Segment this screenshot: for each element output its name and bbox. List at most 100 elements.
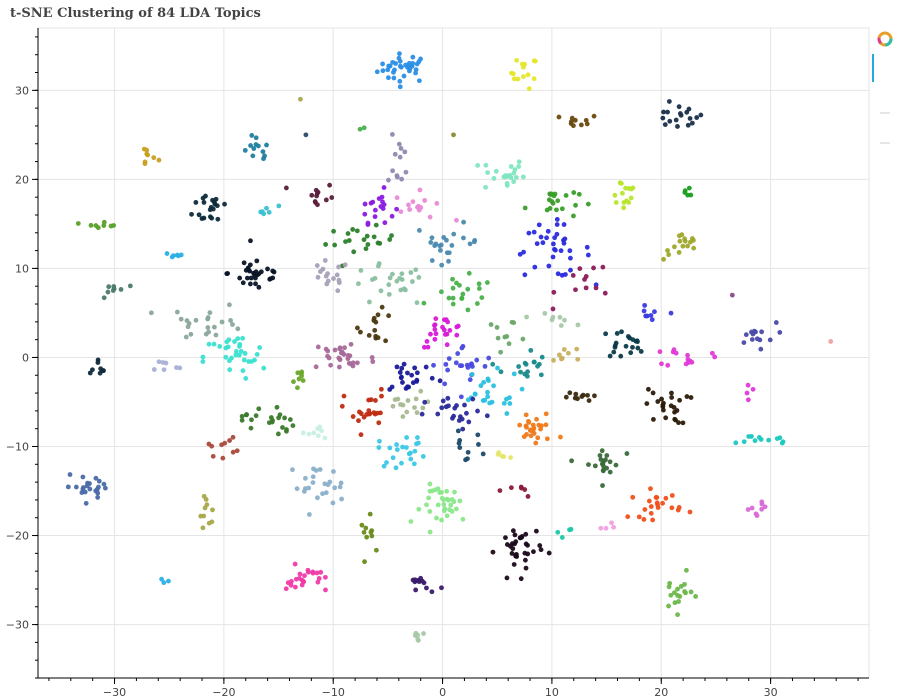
data-point bbox=[292, 561, 298, 567]
data-point bbox=[556, 114, 562, 120]
data-point bbox=[569, 115, 575, 121]
data-point bbox=[402, 287, 408, 293]
data-point bbox=[413, 396, 419, 402]
data-point bbox=[603, 331, 609, 337]
data-point bbox=[463, 457, 468, 463]
data-point bbox=[668, 592, 674, 598]
data-point bbox=[660, 115, 666, 121]
data-point bbox=[95, 490, 101, 496]
data-point bbox=[522, 272, 528, 278]
data-point bbox=[394, 195, 400, 201]
data-point bbox=[334, 272, 340, 278]
data-point bbox=[345, 231, 351, 236]
data-point bbox=[482, 363, 488, 369]
data-point bbox=[687, 239, 693, 245]
data-point bbox=[432, 336, 438, 342]
data-point bbox=[229, 355, 234, 361]
topic-cluster-67 bbox=[625, 486, 693, 523]
data-point bbox=[669, 395, 675, 400]
data-point bbox=[526, 419, 532, 425]
pan-icon[interactable] bbox=[872, 52, 898, 84]
data-point bbox=[522, 360, 528, 366]
data-point bbox=[409, 372, 415, 378]
data-point bbox=[359, 522, 365, 528]
data-point bbox=[559, 535, 565, 540]
data-point bbox=[621, 205, 627, 211]
data-point bbox=[327, 182, 332, 188]
data-point bbox=[444, 496, 450, 502]
topic-cluster-33 bbox=[524, 310, 581, 328]
data-point bbox=[196, 212, 202, 218]
data-point bbox=[398, 146, 404, 151]
data-point bbox=[372, 327, 378, 333]
data-point bbox=[455, 428, 461, 434]
data-point bbox=[351, 249, 357, 255]
data-point bbox=[201, 200, 207, 205]
topic-cluster-2 bbox=[509, 57, 538, 92]
data-point bbox=[345, 356, 351, 362]
data-point bbox=[358, 268, 364, 273]
data-point bbox=[408, 519, 414, 524]
wheel-zoom-icon[interactable] bbox=[872, 138, 898, 148]
data-point bbox=[386, 177, 391, 183]
bokeh-logo-icon[interactable] bbox=[872, 28, 898, 50]
data-point bbox=[526, 230, 532, 236]
data-point bbox=[511, 179, 517, 185]
data-point bbox=[426, 495, 432, 501]
topic-cluster-73 bbox=[598, 520, 616, 531]
data-point bbox=[386, 282, 392, 288]
data-point bbox=[655, 505, 661, 510]
data-point bbox=[441, 327, 447, 333]
topic-cluster-12 bbox=[362, 185, 400, 227]
data-point bbox=[189, 211, 194, 217]
data-point bbox=[422, 399, 428, 405]
data-point bbox=[414, 410, 420, 416]
data-point bbox=[600, 483, 605, 488]
data-point bbox=[412, 448, 418, 454]
data-point bbox=[565, 350, 571, 356]
data-point bbox=[563, 193, 569, 198]
data-point bbox=[460, 426, 466, 432]
data-point bbox=[414, 441, 419, 447]
x-tick-label: 20 bbox=[654, 686, 668, 699]
data-point bbox=[337, 357, 343, 363]
data-point bbox=[688, 395, 694, 400]
data-point bbox=[325, 348, 331, 354]
data-point bbox=[583, 285, 589, 291]
data-point bbox=[552, 235, 558, 241]
data-point bbox=[523, 565, 529, 571]
topic-cluster-9 bbox=[612, 180, 636, 211]
data-point bbox=[413, 630, 419, 636]
box-zoom-icon[interactable] bbox=[872, 108, 898, 118]
data-point bbox=[452, 489, 457, 495]
data-point bbox=[554, 207, 559, 213]
data-point bbox=[554, 222, 560, 227]
data-point bbox=[371, 234, 377, 240]
data-point bbox=[427, 214, 433, 220]
data-point bbox=[223, 345, 229, 351]
data-point bbox=[235, 326, 241, 332]
data-point bbox=[483, 162, 489, 168]
topic-cluster-70 bbox=[359, 511, 379, 565]
data-point bbox=[242, 351, 248, 356]
data-point bbox=[669, 505, 675, 511]
data-point bbox=[387, 445, 393, 451]
data-point bbox=[474, 301, 480, 306]
data-point bbox=[433, 316, 439, 322]
data-point bbox=[369, 277, 375, 283]
data-point bbox=[209, 215, 215, 221]
data-point bbox=[520, 174, 526, 180]
data-point bbox=[160, 360, 166, 365]
data-point bbox=[625, 514, 631, 520]
data-point bbox=[510, 528, 516, 534]
topic-cluster-48 bbox=[563, 390, 597, 403]
data-point bbox=[597, 453, 603, 458]
data-point bbox=[151, 155, 157, 161]
data-point bbox=[766, 437, 772, 443]
data-point bbox=[476, 442, 481, 447]
data-point bbox=[585, 252, 591, 258]
data-point bbox=[266, 420, 272, 426]
data-point bbox=[432, 243, 438, 249]
topic-cluster-52 bbox=[339, 386, 384, 438]
